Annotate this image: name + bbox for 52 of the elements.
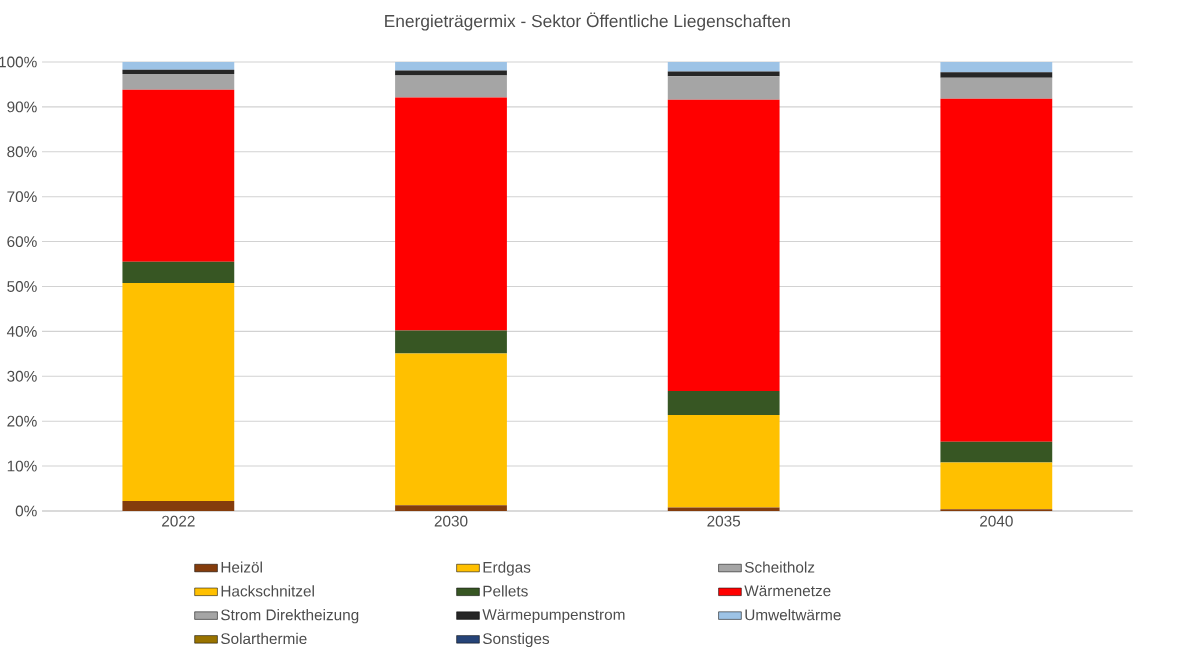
- x-tick-label: 2040: [980, 515, 1013, 527]
- y-tick-label: 30%: [7, 370, 37, 382]
- y-tick-label: 80%: [7, 146, 37, 158]
- y-tick-label: 20%: [7, 415, 37, 427]
- bar: [122, 62, 235, 70]
- bar: [122, 74, 235, 90]
- legend-label: Wärmepumpenstrom: [482, 609, 625, 624]
- legend-label: Pellets: [483, 585, 528, 597]
- bar: [940, 72, 1053, 78]
- bar: [667, 414, 780, 508]
- y-tick-label: 40%: [6, 325, 37, 337]
- x-tick-label: 2022: [162, 515, 195, 527]
- y-tick-label: 70%: [7, 191, 37, 203]
- bar: [395, 97, 507, 331]
- legend-label: Heizöl: [221, 561, 262, 573]
- bar: [667, 62, 780, 72]
- bar: [940, 77, 1053, 99]
- bar: [667, 76, 780, 100]
- bar: [667, 71, 780, 77]
- bar: [122, 282, 235, 502]
- y-tick-label: 10%: [7, 460, 37, 472]
- y-tick-label: 100%: [0, 56, 37, 68]
- legend-label: Solarthermie: [221, 632, 307, 645]
- bar: [122, 261, 235, 283]
- bar: [395, 330, 507, 354]
- bar: [395, 75, 507, 98]
- bar: [667, 391, 780, 415]
- y-tick-label: 50%: [7, 281, 37, 292]
- bar: [940, 98, 1053, 442]
- legend-label: Wärmenetze: [744, 585, 831, 597]
- bar: [940, 62, 1053, 73]
- y-tick-label: 0%: [15, 505, 37, 517]
- bar: [395, 353, 507, 506]
- bar: [940, 441, 1053, 463]
- y-tick-label: 60%: [7, 236, 37, 248]
- legend-label: Erdgas: [483, 561, 531, 576]
- x-tick-label: 2035: [707, 515, 741, 527]
- chart-title: Energieträgermix - Sektor Öffentliche Liegenschaften: [385, 12, 790, 31]
- bar: [122, 501, 235, 511]
- bar: [667, 507, 780, 511]
- bar: [395, 505, 507, 511]
- legend-label: Sonstiges: [483, 632, 550, 648]
- y-tick-label: 90%: [7, 101, 37, 113]
- legend-label: Strom Direktheizung: [221, 609, 359, 624]
- x-tick-label: 2030: [434, 515, 468, 527]
- bar: [667, 99, 780, 392]
- bar: [395, 62, 507, 71]
- bar: [940, 462, 1053, 510]
- legend-label: Hackschnitzel: [221, 585, 314, 597]
- bar: [122, 89, 235, 262]
- legend-label: Umweltwärme: [745, 609, 841, 621]
- legend-label: Scheitholz: [744, 561, 815, 573]
